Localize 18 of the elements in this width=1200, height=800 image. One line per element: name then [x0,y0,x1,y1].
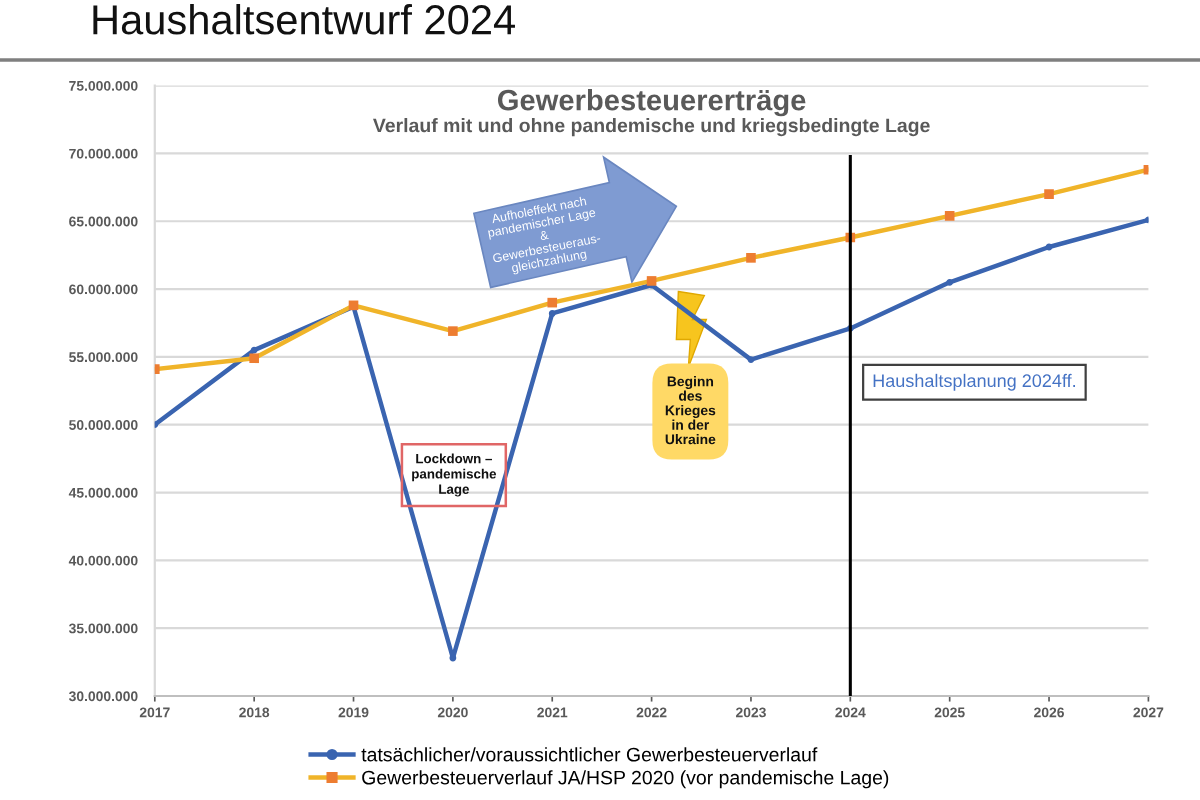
legend-label: Gewerbesteuerverlauf JA/HSP 2020 (vor pandemische Lage) [362,770,889,789]
chart-title: Gewerbesteuererträge [497,89,806,117]
legend-label: tatsächlicher/voraussichtlicher Gewerbesteuerverlauf [361,747,818,762]
point [547,297,558,308]
point [746,253,756,263]
point [250,346,258,354]
point [944,211,955,221]
ref-line-label: Haushaltsplanung 2024ff. [873,373,1075,391]
text: Verlauf mit und ohne pandemische und kriegsbedingte Lage [373,118,930,137]
text: Haushaltsentwurf 2024 [93,4,515,35]
point [448,326,458,336]
point [646,276,657,286]
point [249,353,259,364]
point [946,278,954,286]
line-series [154,164,1149,374]
point [548,310,556,317]
point [1044,189,1054,199]
point [747,356,755,363]
